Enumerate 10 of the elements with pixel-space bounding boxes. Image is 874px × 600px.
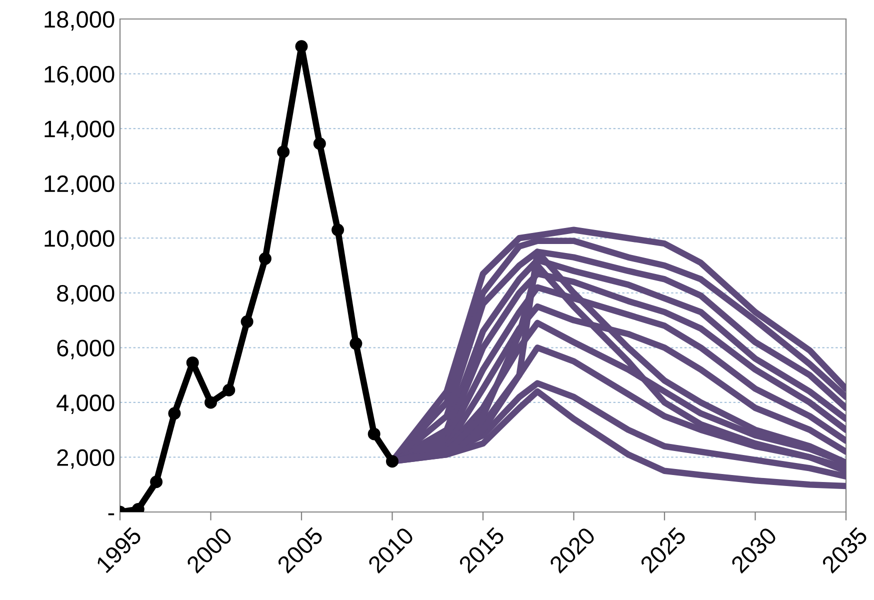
y-tick-label: 18,000 xyxy=(44,11,114,31)
y-tick-label: 14,000 xyxy=(44,120,114,140)
y-tick-label: 8,000 xyxy=(57,284,114,304)
y-tick-label: 10,000 xyxy=(44,230,114,250)
y-tick-label: 16,000 xyxy=(44,66,114,86)
y-tick-label: 4,000 xyxy=(56,394,114,414)
y-tick-label: 2,000 xyxy=(57,449,114,469)
y-tick-label: 6,000 xyxy=(57,340,114,360)
y-tick-label: 12,000 xyxy=(44,175,114,195)
y-tick-label: - xyxy=(108,513,114,516)
